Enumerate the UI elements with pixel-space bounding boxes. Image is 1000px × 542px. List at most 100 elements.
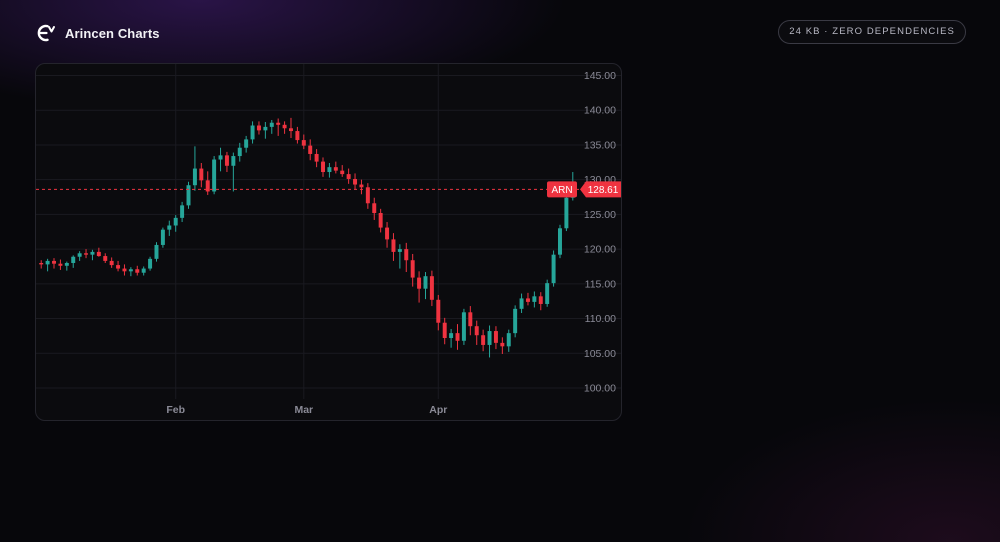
candle <box>314 149 319 168</box>
candlestick-chart[interactable]: 145.00140.00135.00130.00125.00120.00115.… <box>36 64 621 420</box>
candle-body <box>500 342 505 347</box>
candle-body <box>436 299 441 323</box>
candle <box>128 267 133 277</box>
chart-card[interactable]: 145.00 140.00 135.00 130.00 125.00 120.00 115.… <box>35 63 622 421</box>
axes: 145.00140.00135.00130.00125.00120.00115.… <box>166 70 616 416</box>
candle <box>461 308 466 345</box>
candle-body <box>346 174 351 179</box>
candle <box>263 122 268 139</box>
y-tick-label: 100.00 <box>584 383 616 395</box>
candle-body <box>410 260 415 278</box>
x-tick-label: Mar <box>294 404 313 416</box>
last-price-marker: ARN 128.61 <box>36 181 621 198</box>
candle-body <box>135 269 140 273</box>
candle <box>301 134 306 150</box>
last-price-tag-label: 128.61 <box>588 185 619 196</box>
candle-body <box>116 265 121 269</box>
candle <box>244 135 249 153</box>
candle-body <box>173 217 178 226</box>
candle <box>282 121 287 134</box>
candle <box>404 242 409 273</box>
candle <box>468 306 473 336</box>
candle <box>109 257 114 268</box>
y-tick-label: 140.00 <box>584 105 616 117</box>
candle <box>192 146 197 191</box>
candle-body <box>455 333 460 341</box>
candle <box>481 329 486 352</box>
candle-body <box>538 296 543 304</box>
candle <box>359 179 364 195</box>
candle <box>160 227 165 248</box>
candle-body <box>231 156 236 166</box>
candle <box>474 320 479 345</box>
candle <box>493 326 498 350</box>
candle <box>71 255 76 268</box>
candle-body <box>493 331 498 343</box>
candle-body <box>372 203 377 213</box>
candle <box>346 168 351 184</box>
candle <box>90 249 95 261</box>
last-price-tag-bg <box>580 181 621 198</box>
candle <box>564 194 569 232</box>
candle <box>340 165 345 177</box>
candle-body <box>417 277 422 289</box>
candle <box>372 197 377 220</box>
candle-body <box>160 229 165 245</box>
candle <box>442 317 447 345</box>
candle-body <box>333 167 338 171</box>
candle <box>558 224 562 259</box>
candle <box>186 181 191 209</box>
candle <box>353 173 358 190</box>
candle <box>378 208 383 233</box>
candle <box>167 220 172 236</box>
candle-body <box>282 124 287 129</box>
candle-body <box>122 268 127 272</box>
candle <box>308 139 313 161</box>
candle <box>135 265 140 276</box>
candle-body <box>276 122 281 125</box>
y-tick-label: 115.00 <box>585 278 616 290</box>
candle <box>39 260 44 269</box>
candle-body <box>295 131 300 141</box>
arincen-logo-icon <box>37 24 55 42</box>
candle-body <box>545 283 550 304</box>
candle-body <box>250 125 255 140</box>
candle-body <box>340 170 345 175</box>
candle-body <box>564 197 569 229</box>
candle <box>532 291 537 308</box>
candle-body <box>52 260 56 264</box>
candle-body <box>96 251 101 257</box>
candle-body <box>308 145 313 154</box>
candle-body <box>487 331 492 345</box>
candle-body <box>167 225 172 230</box>
candle-body <box>192 168 197 186</box>
candle-body <box>442 322 447 338</box>
candle <box>365 183 370 209</box>
candle <box>269 119 274 134</box>
candle <box>64 261 69 271</box>
candle <box>545 279 550 307</box>
candle-body <box>481 335 486 345</box>
candle <box>231 152 236 192</box>
candle-body <box>218 155 223 160</box>
symbol-tag-label: ARN <box>551 185 572 196</box>
candle-body <box>109 260 114 266</box>
brand-name: Arincen Charts <box>65 25 160 41</box>
candle <box>551 250 556 287</box>
candle-body <box>468 312 473 327</box>
candle-body <box>429 276 434 300</box>
y-tick-label: 110.00 <box>585 313 616 325</box>
candle <box>429 270 434 307</box>
candle <box>205 171 210 195</box>
x-tick-label: Apr <box>429 404 447 416</box>
candle <box>141 266 146 276</box>
candle <box>84 249 89 259</box>
candle <box>250 121 255 144</box>
candle-body <box>269 122 274 127</box>
candle <box>218 147 223 172</box>
candle-body <box>148 258 153 269</box>
candle-body <box>519 298 524 309</box>
candle-body <box>90 251 95 255</box>
grid-lines <box>36 64 621 399</box>
brand[interactable]: Arincen Charts <box>34 22 160 44</box>
